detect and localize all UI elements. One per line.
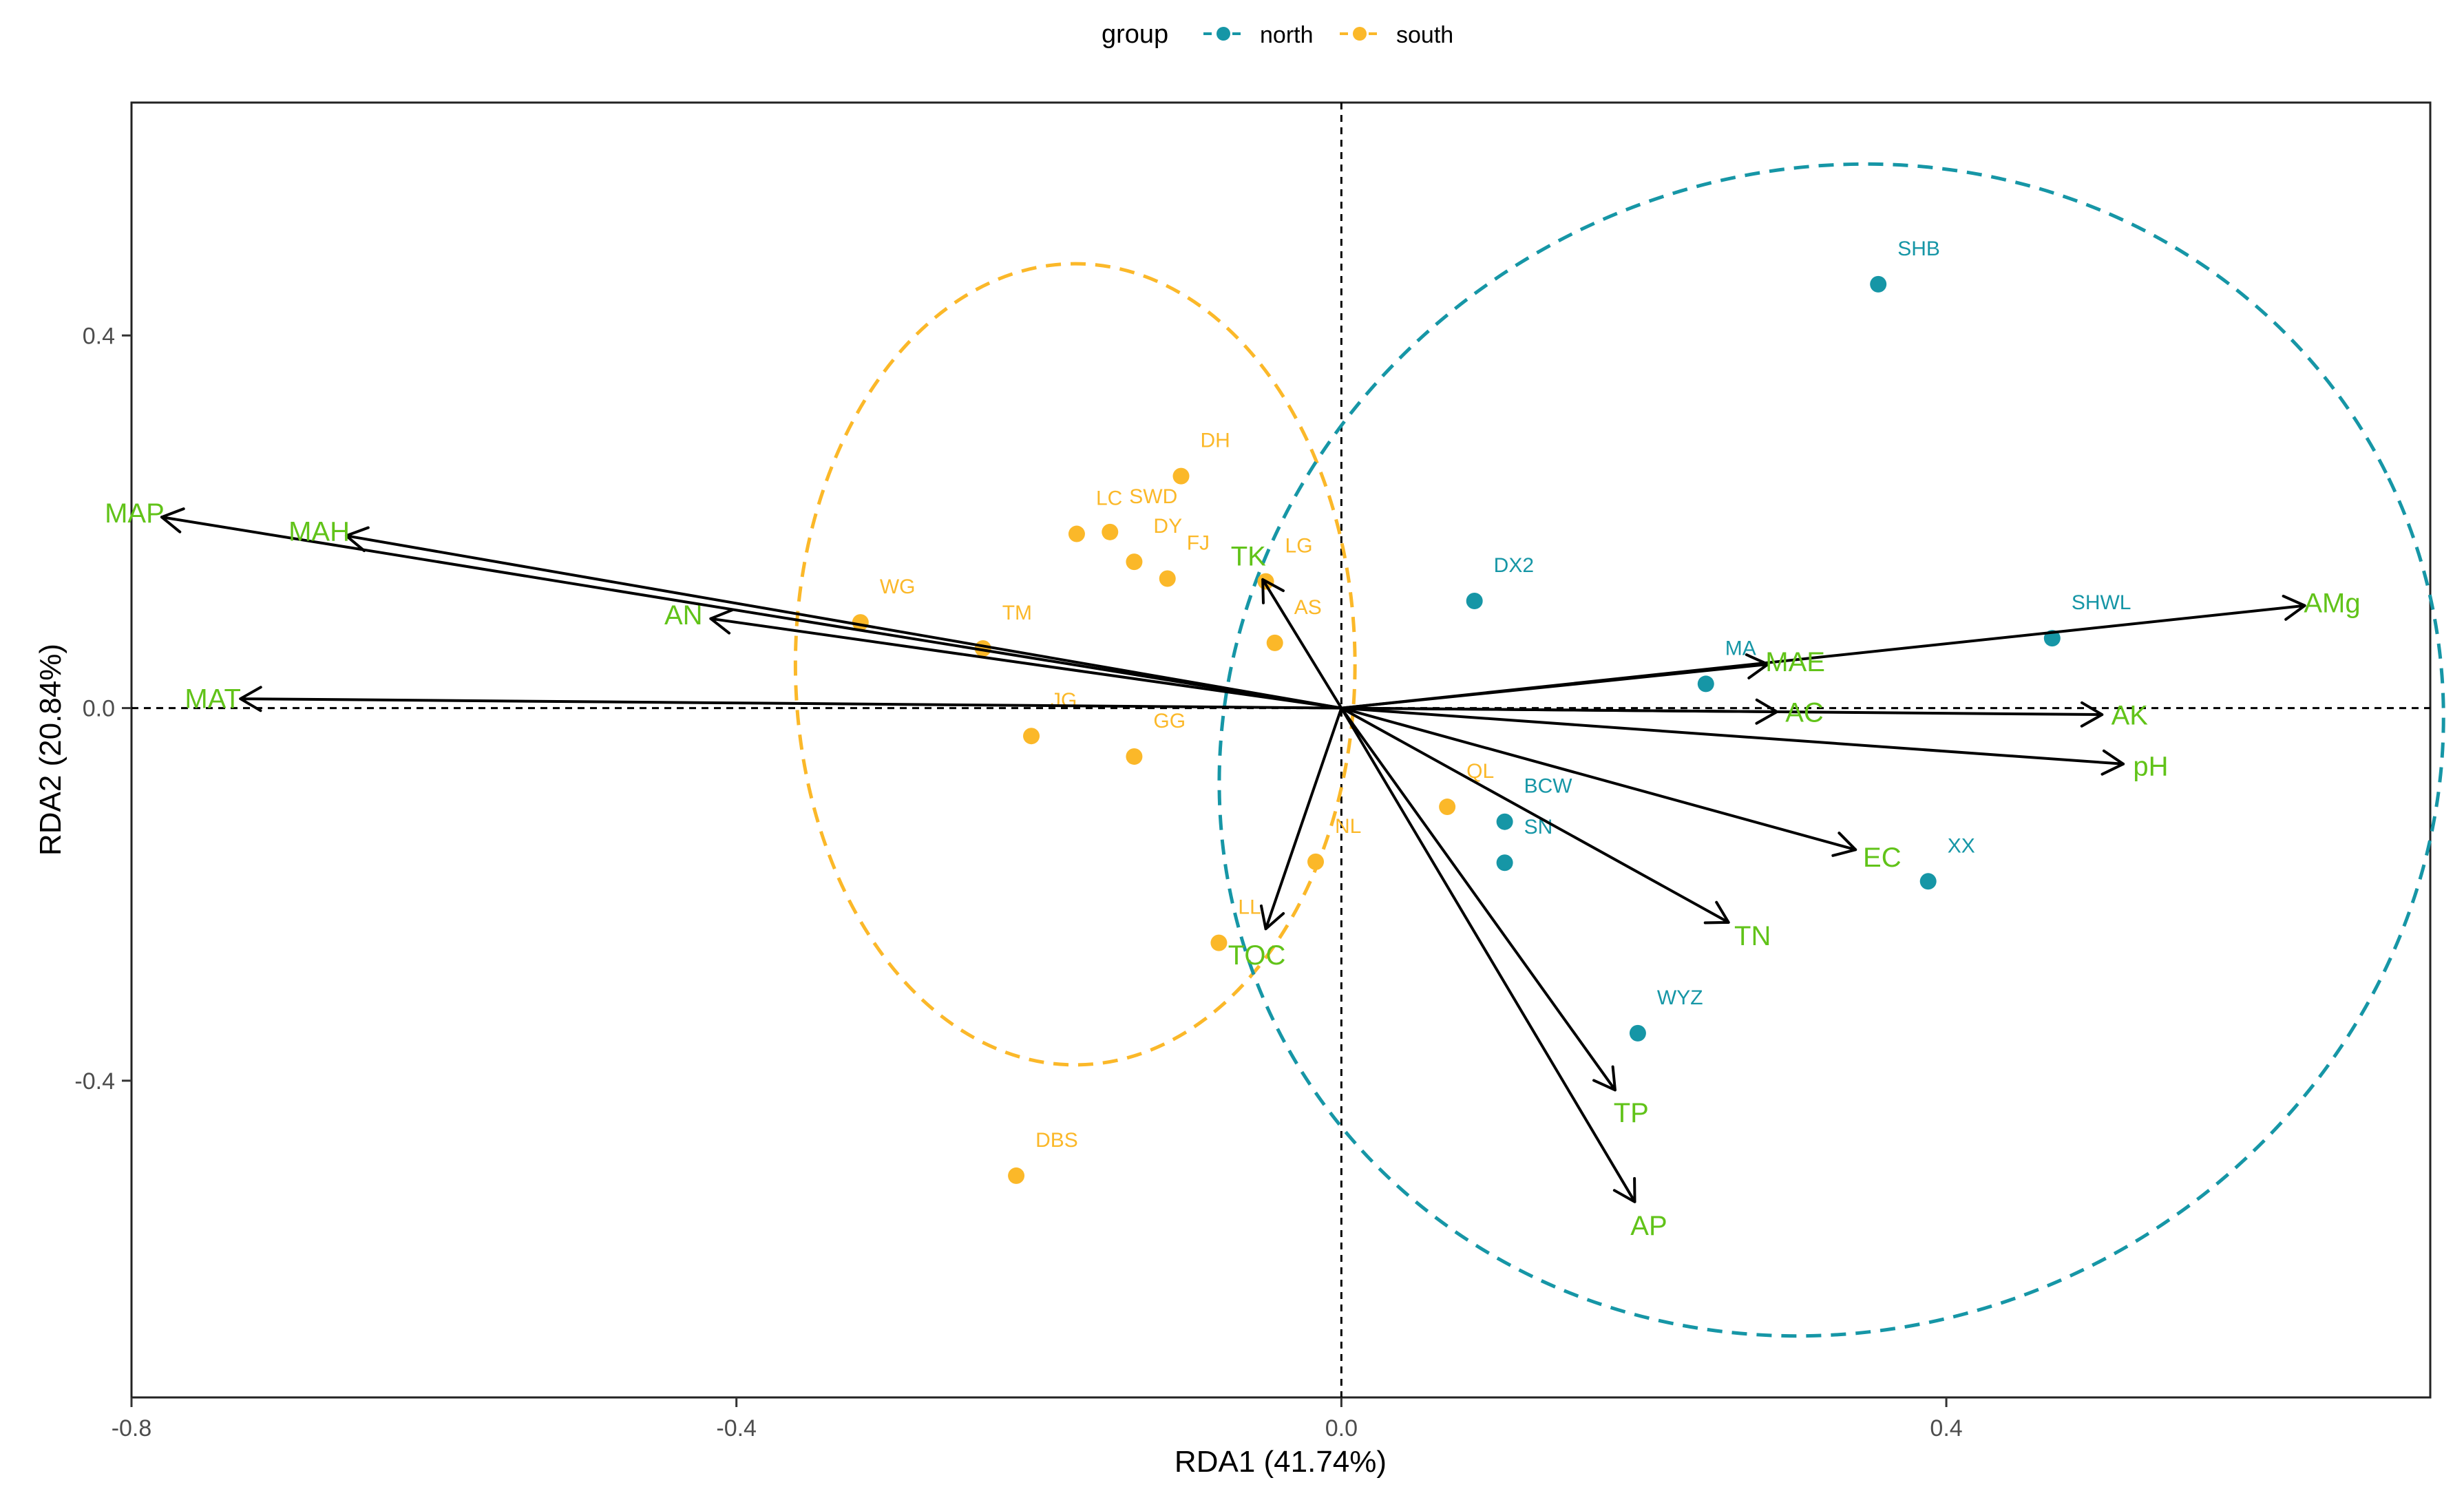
point-label-wg: WG: [880, 575, 916, 598]
vector-label-ac: AC: [1785, 697, 1824, 728]
point-shb: [1870, 275, 1887, 293]
point-jg: [1023, 728, 1040, 745]
vector-label-amg: AMg: [2304, 589, 2360, 619]
x-axis: -0.8 -0.4 0.0 0.4: [112, 1397, 1963, 1441]
reference-lines: [131, 103, 2430, 1397]
plot-panel: [130, 101, 2432, 1399]
point-label-fj: FJ: [1187, 532, 1210, 555]
vector-mae: [1340, 653, 1769, 710]
vector-label-tp: TP: [1614, 1098, 1649, 1128]
legend-entry-south: south: [1340, 22, 1453, 48]
y-axis: -0.4 0.0 0.4: [74, 323, 131, 1095]
y-tick-label: 0.0: [83, 696, 115, 722]
point-label-dx2: DX2: [1494, 554, 1534, 577]
vector-ak: [1340, 701, 2104, 728]
y-tick-label: 0.4: [83, 323, 115, 349]
point-label-wyz: WYZ: [1657, 986, 1703, 1009]
vector-label-ec: EC: [1863, 843, 1902, 873]
vector-tn: [1340, 706, 1730, 925]
legend-key-point-south: [1353, 27, 1367, 41]
vector-label-mae: MAE: [1765, 647, 1825, 677]
point-dbs: [1008, 1167, 1025, 1184]
point-label-as: AS: [1294, 596, 1322, 619]
point-label-sn: SN: [1524, 816, 1553, 838]
point-gg: [1126, 748, 1143, 765]
legend-key-point-north: [1217, 27, 1230, 41]
point-label-lg: LG: [1285, 535, 1313, 558]
environment-vectors: [160, 507, 2306, 1203]
vector-an: [709, 608, 1343, 710]
vector-ph: [1340, 706, 2125, 776]
vector-label-toc: TOC: [1228, 940, 1286, 971]
group-ellipses: [793, 162, 2445, 1338]
vector-tk: [1261, 578, 1343, 710]
point-sn: [1496, 854, 1513, 872]
vector-label-an: AN: [664, 600, 703, 631]
point-label-dy: DY: [1153, 515, 1182, 538]
point-label-bcw: BCW: [1524, 775, 1573, 798]
point-label-shb: SHB: [1897, 237, 1940, 260]
point-wyz: [1629, 1024, 1646, 1042]
vector-mah: [344, 526, 1343, 710]
point-label-tm: TM: [1002, 602, 1032, 624]
vector-tp: [1340, 706, 1617, 1092]
point-label-lc: LC: [1096, 487, 1122, 510]
legend: group north south: [1102, 20, 1453, 49]
legend-label-south: south: [1396, 22, 1453, 48]
vector-label-ph: pH: [2133, 752, 2168, 782]
legend-label-north: north: [1260, 22, 1314, 48]
vector-label-ap: AP: [1630, 1211, 1667, 1241]
point-bcw: [1496, 813, 1513, 830]
point-label-xx: XX: [1948, 834, 1975, 857]
sample-points: [852, 275, 2061, 1184]
vector-toc: [1259, 706, 1343, 931]
legend-entry-north: north: [1203, 22, 1314, 48]
point-lc: [1068, 525, 1085, 542]
point-swd: [1102, 523, 1119, 540]
point-label-shwl: SHWL: [2072, 591, 2131, 614]
point-label-dbs: DBS: [1035, 1129, 1078, 1152]
ellipse-north: [1217, 162, 2445, 1338]
point-xx: [1919, 873, 1937, 890]
x-tick-label: -0.4: [716, 1415, 757, 1441]
point-dh: [1172, 467, 1190, 485]
legend-title: group: [1102, 20, 1168, 49]
x-tick-label: -0.8: [112, 1415, 152, 1441]
point-label-gg: GG: [1153, 710, 1186, 732]
vector-labels: MAP MAH AN MAT TK TOC AMg MAE AC AK pH EC TN TP AP: [105, 498, 2360, 1241]
point-ql: [1439, 799, 1456, 816]
vector-label-tn: TN: [1734, 921, 1771, 951]
vector-ap: [1340, 706, 1636, 1203]
point-label-jg: JG: [1051, 689, 1077, 712]
x-tick-label: 0.0: [1325, 1415, 1358, 1441]
vector-label-ak: AK: [2112, 700, 2149, 730]
point-label-swd: SWD: [1129, 485, 1177, 508]
point-ma: [1697, 675, 1714, 693]
x-axis-title: RDA1 (41.74%): [1175, 1445, 1387, 1479]
x-tick-label: 0.4: [1930, 1415, 1962, 1441]
ellipse-south: [793, 262, 1357, 1067]
point-dx2: [1466, 592, 1483, 609]
vector-label-map: MAP: [105, 498, 165, 529]
point-fj: [1159, 570, 1176, 587]
y-tick-label: -0.4: [74, 1068, 115, 1095]
vector-label-mah: MAH: [288, 516, 350, 547]
point-as: [1266, 634, 1283, 651]
point-dy: [1126, 553, 1143, 571]
point-label-ll: LL: [1238, 896, 1261, 919]
vector-map: [160, 507, 1343, 710]
point-nl: [1307, 853, 1325, 870]
point-ll: [1210, 934, 1228, 951]
point-label-nl: NL: [1335, 815, 1361, 838]
point-label-dh: DH: [1201, 430, 1230, 452]
vector-label-tk: TK: [1231, 542, 1266, 572]
vector-label-mat: MAT: [185, 684, 240, 715]
vector-mat: [239, 686, 1343, 712]
y-axis-title: RDA2 (20.84%): [34, 644, 67, 856]
vector-ec: [1340, 706, 1857, 857]
